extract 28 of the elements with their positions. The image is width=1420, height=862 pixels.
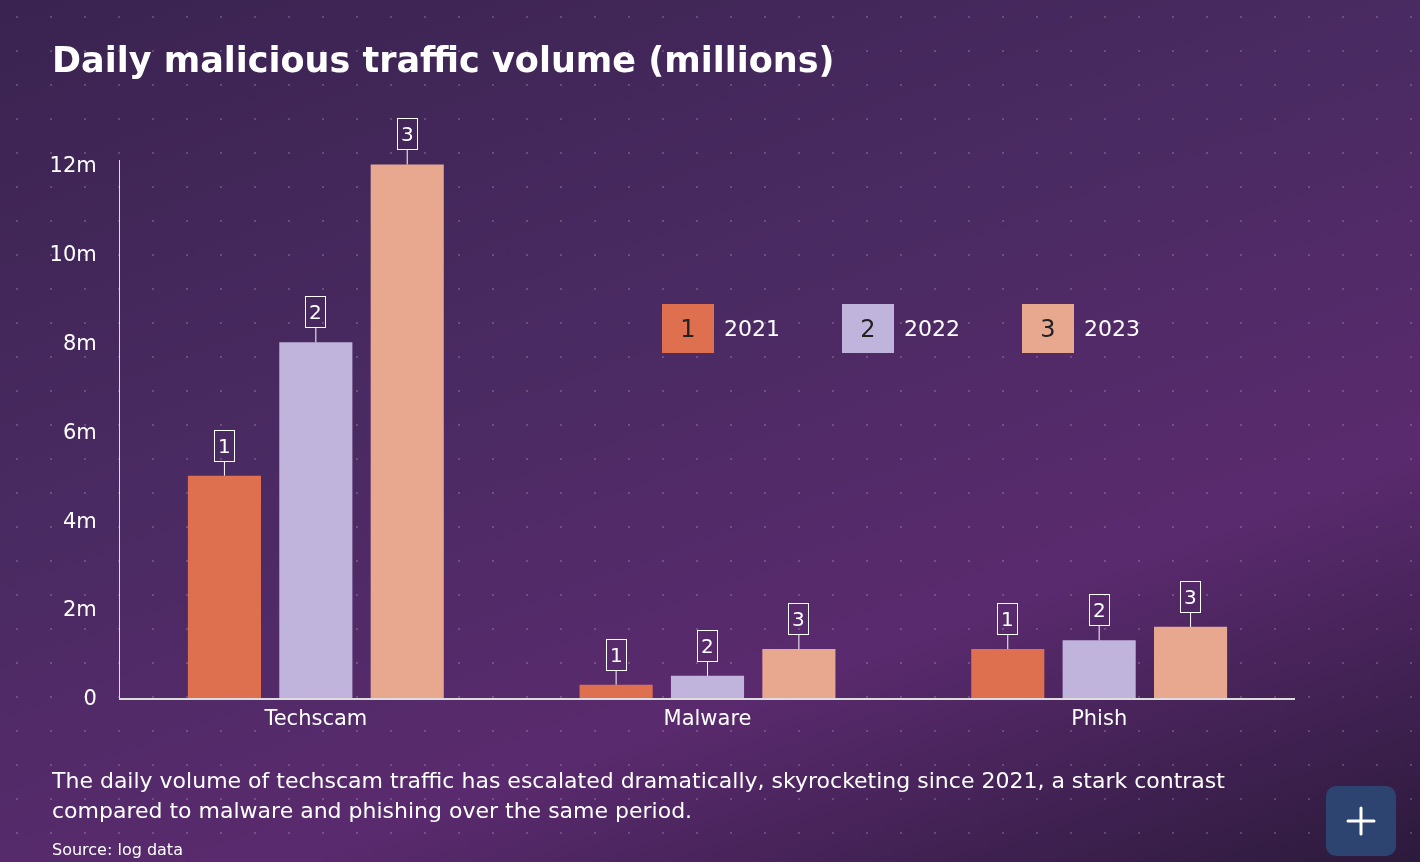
text: 3 <box>401 122 414 146</box>
source-note: Source: log data <box>52 840 183 859</box>
annotation: 1 <box>662 304 714 353</box>
y-tick-label: 8m <box>62 330 97 355</box>
annotation: 3 <box>1022 304 1074 353</box>
x-tick-label: Malware <box>663 705 752 730</box>
y-tick-label: 6m <box>62 419 97 444</box>
y-tick-label: 2m <box>62 597 97 622</box>
legend-label: 2023 <box>1084 316 1140 341</box>
legend-label: 2021 <box>724 316 780 341</box>
annotation: 2 <box>701 634 714 658</box>
annotation: 2 <box>309 300 322 324</box>
y-tick-label: 12m <box>49 152 97 177</box>
annotation: 1 <box>610 643 623 667</box>
y-tick-label: 10m <box>49 241 97 266</box>
y-tick-label: 4m <box>62 508 97 533</box>
x-tick-label: Phish <box>1071 705 1128 730</box>
y-tick-label: 0 <box>83 686 97 711</box>
chart-title: Daily malicious traffic volume (millions) <box>52 40 835 80</box>
annotation: 2 <box>842 304 894 353</box>
annotation: 3 <box>1184 585 1197 609</box>
annotation: 1 <box>1001 607 1014 631</box>
x-tick-label: Techscam <box>263 705 368 730</box>
annotation: 1 <box>218 434 231 458</box>
legend-label: 2022 <box>904 316 960 341</box>
annotation: 3 <box>792 607 805 631</box>
text: The daily volume of techscam traffic has escalated dramatically, skyrocketing since 2021, a stark contrast compared to malware and phishing over the same period. <box>52 767 1226 825</box>
annotation: 2 <box>1093 598 1106 622</box>
